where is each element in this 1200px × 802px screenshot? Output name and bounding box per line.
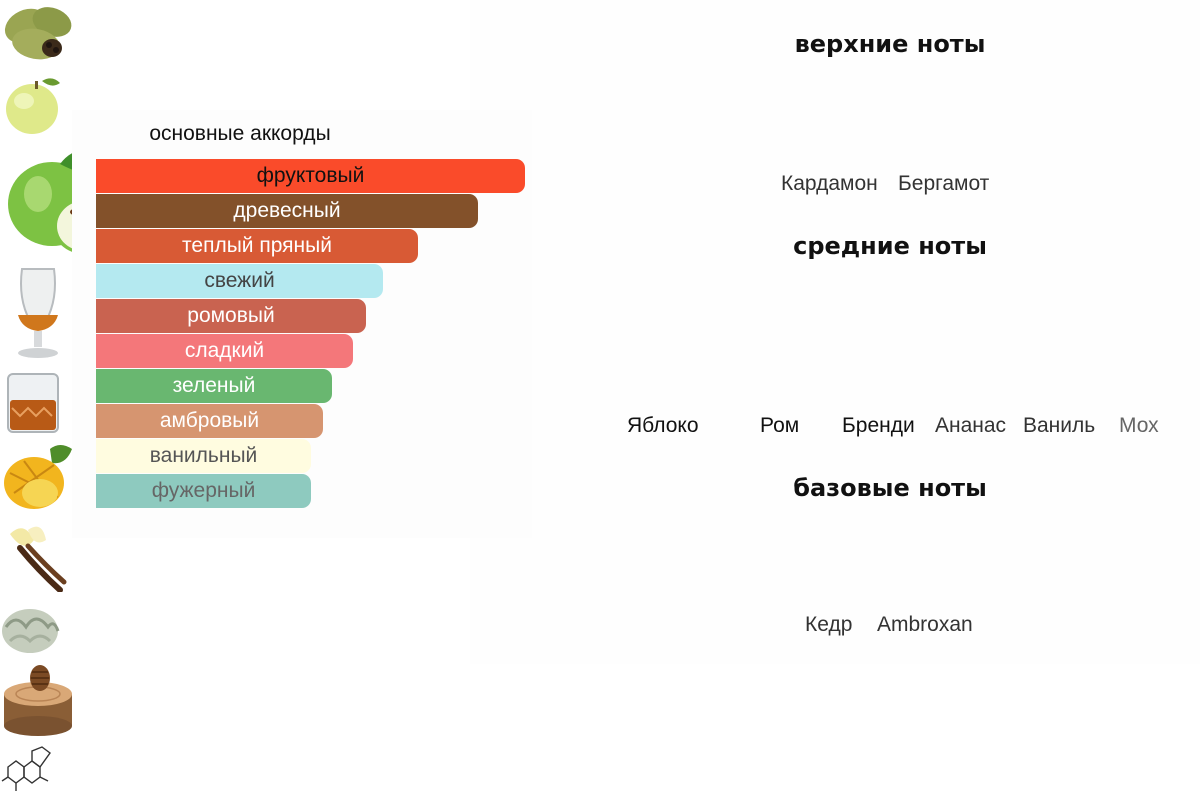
note-label: Кардамон	[781, 172, 878, 195]
accord-label: фужерный	[151, 479, 256, 502]
ambroxan-molecule-icon	[1, 746, 51, 791]
middle-notes-title: средние ноты	[793, 232, 987, 260]
note-moss[interactable]: Мох	[0, 414, 1200, 662]
pineapple-icon	[4, 445, 72, 509]
note-label: Бренди	[842, 414, 915, 437]
note-brandy[interactable]: Бренди	[0, 368, 1200, 443]
rum-glass-icon	[18, 268, 58, 358]
cardamom-icon	[4, 7, 72, 60]
accord-bar: ванильный	[96, 439, 311, 473]
accord-bar: теплый пряный	[96, 229, 418, 263]
notes-panel	[470, 0, 1200, 664]
accord-label: теплый пряный	[182, 234, 332, 257]
accord-bar: фруктовый	[96, 159, 525, 193]
moss-icon	[2, 609, 60, 653]
accord-label: ромовый	[187, 304, 275, 327]
vanilla-icon	[10, 526, 67, 593]
accord-label: сладкий	[184, 339, 265, 362]
note-label: Ананас	[935, 414, 1007, 437]
top-notes-title: верхние ноты	[794, 30, 986, 58]
bergamot-icon	[6, 78, 60, 134]
accords-title: основные аккорды	[149, 122, 331, 145]
note-cardamom[interactable]: Кардамон	[0, 0, 1200, 195]
accord-bar: сладкий	[96, 334, 353, 368]
note-label: Ваниль	[1023, 414, 1096, 437]
accord-label: ванильный	[149, 444, 258, 467]
note-label: Яблоко	[627, 414, 699, 437]
base-notes-title: базовые ноты	[793, 474, 987, 502]
note-cedar[interactable]: Кедр	[0, 613, 1200, 741]
accord-bar: фужерный	[96, 474, 311, 508]
accord-bar: свежий	[96, 264, 383, 298]
note-label: Кедр	[805, 613, 853, 636]
accord-bar: древесный	[96, 194, 478, 228]
accord-label: фруктовый	[256, 164, 365, 187]
accord-label: древесный	[233, 199, 341, 222]
accord-label: амбровый	[159, 409, 260, 432]
accord-bar: зеленый	[96, 369, 332, 403]
note-label: Ambroxan	[877, 613, 973, 636]
note-ambroxan[interactable]: Ambroxan	[0, 613, 1200, 802]
note-rum[interactable]: Ром	[0, 265, 1200, 437]
note-label: Ром	[760, 414, 800, 437]
accord-label: свежий	[204, 269, 275, 292]
note-label: Бергамот	[898, 172, 990, 195]
accord-label: зеленый	[172, 374, 256, 397]
note-vanilla[interactable]: Ваниль	[0, 414, 1200, 597]
note-bergamot[interactable]: Бергамот	[0, 73, 1200, 195]
accord-bar: ромовый	[96, 299, 366, 333]
cedar-icon	[4, 665, 72, 736]
note-pineapple[interactable]: Ананас	[0, 414, 1200, 518]
brandy-glass-icon	[7, 373, 59, 433]
note-label: Мох	[1119, 414, 1159, 437]
accord-bar: амбровый	[96, 404, 323, 438]
